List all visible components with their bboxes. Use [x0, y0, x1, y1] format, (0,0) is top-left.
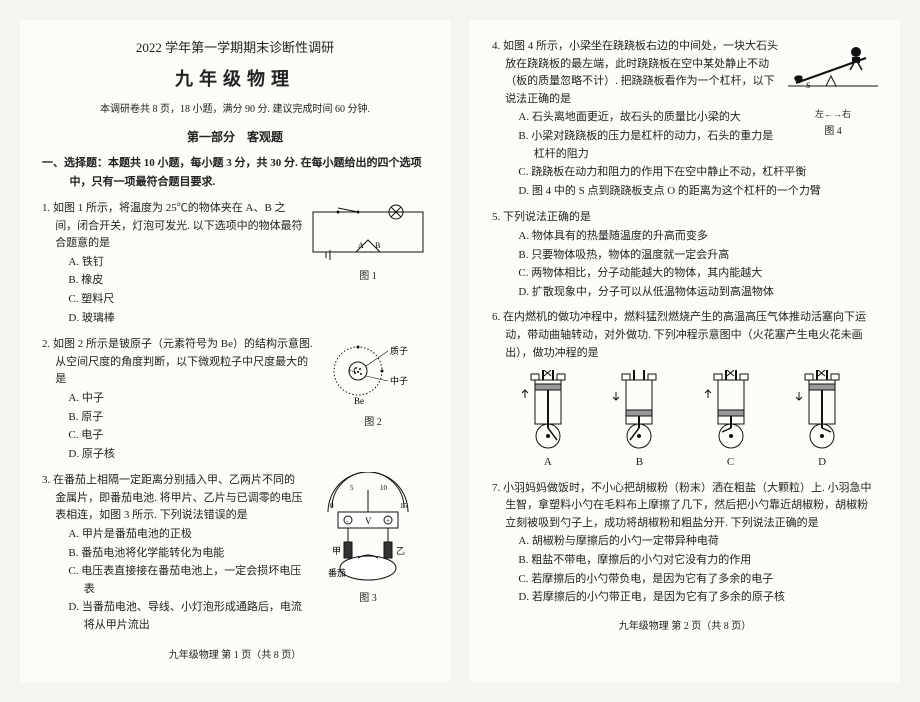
s-label: S — [806, 81, 810, 90]
main-title: 2022 学年第一学期期末诊断性调研 — [42, 38, 428, 59]
cylinder-a-icon — [513, 370, 583, 450]
figure-1-label: 图 1 — [308, 269, 428, 285]
q2-num: 2. — [42, 338, 50, 350]
cyl-label-a: A — [544, 454, 552, 472]
q2-opt-d: D. 原子核 — [68, 446, 428, 464]
yi-label: 乙 — [396, 546, 405, 556]
cyl-label-c: C — [727, 454, 734, 472]
q1-num: 1. — [42, 202, 50, 214]
question-4: S 左←→右 图 4 4. 如图 4 所示，小梁坐在跷跷板右边的中间处，一块大石… — [492, 38, 878, 201]
page-2: S 左←→右 图 4 4. 如图 4 所示，小梁坐在跷跷板右边的中间处，一块大石… — [470, 20, 900, 682]
q4-num: 4. — [492, 40, 500, 52]
cyl-label-d: D — [818, 454, 826, 472]
q4-opt-c: C. 跷跷板在动力和阻力的作用下在空中静止不动，杠杆平衡 — [518, 164, 878, 182]
meter-v: V — [365, 516, 372, 526]
q5-text: 下列说法正确的是 — [503, 211, 591, 223]
cylinder-d-icon — [787, 370, 857, 450]
section-title: 第一部分 客观题 — [42, 128, 428, 147]
figure-1: A B 图 1 — [308, 200, 428, 285]
q7-text: 小羽妈妈做饭时，不小心把胡椒粉（粉末）洒在粗盐（大颗粒）上. 小羽急中生智，拿塑… — [503, 482, 872, 529]
neutron-label: 中子 — [390, 375, 408, 386]
seesaw-icon: S — [788, 38, 878, 103]
q7-num: 7. — [492, 482, 500, 494]
q1-opt-d: D. 玻璃棒 — [68, 310, 428, 328]
figure-3: 0 5 10 15 - V + 甲 乙 番茄 — [308, 472, 428, 607]
meter-15: 15 — [400, 502, 408, 510]
meter-5: 5 — [350, 484, 354, 492]
cylinder-labels: A B C D — [492, 454, 878, 472]
choice-instruction: 一、选择题：本题共 10 小题，每小题 3 分，共 30 分. 在每小题给出的四… — [42, 155, 428, 173]
figure-4: S 左←→右 图 4 — [788, 38, 878, 140]
question-1: A B 图 1 1. 如图 1 所示，将温度为 25℃的物体夹在 A、B 之间，… — [42, 200, 428, 328]
cylinder-row — [492, 370, 878, 450]
q7-opt-a: A. 胡椒粉与摩擦后的小勺一定带异种电荷 — [518, 533, 878, 551]
subject-title: 九年级物理 — [42, 65, 428, 94]
proton-label: 质子 — [390, 345, 408, 356]
q7-stem: 7. 小羽妈妈做饭时，不小心把胡椒粉（粉末）洒在粗盐（大颗粒）上. 小羽急中生智… — [492, 480, 878, 533]
cylinder-c-icon — [696, 370, 766, 450]
figure-2: +4 质子 中子 Be 图 2 — [318, 336, 428, 431]
choice-instruction-sub: 中，只有一项最符合题目要求. — [42, 174, 428, 192]
exam-info: 本调研卷共 8 页，18 小题，满分 90 分. 建议完成时间 60 分钟. — [42, 102, 428, 118]
q6-stem: 6. 在内燃机的做功冲程中，燃料猛烈燃烧产生的高温高压气体推动活塞向下运动，带动… — [492, 309, 878, 362]
page-1: 2022 学年第一学期期末诊断性调研 九年级物理 本调研卷共 8 页，18 小题… — [20, 20, 450, 682]
q5-opt-b: B. 只要物体吸热，物体的温度就一定会升高 — [518, 247, 878, 265]
q1-opt-c: C. 塑料尺 — [68, 291, 428, 309]
q5-opt-a: A. 物体具有的热量随温度的升高而变多 — [518, 228, 878, 246]
question-6: 6. 在内燃机的做功冲程中，燃料猛烈燃烧产生的高温高压气体推动活塞向下运动，带动… — [492, 309, 878, 471]
lr-label: 左←→右 — [788, 107, 878, 121]
q6-text: 在内燃机的做功冲程中，燃料猛烈燃烧产生的高温高压气体推动活塞向下运动，带动曲轴转… — [503, 311, 866, 358]
q7-opt-c: C. 若摩擦后的小勺带负电，是因为它有了多余的电子 — [518, 571, 878, 589]
figure-2-label: 图 2 — [318, 415, 428, 431]
plus4-label: +4 — [348, 367, 356, 375]
question-2: +4 质子 中子 Be 图 2 2. 如图 2 所示是铍原子（元素符号为 Be）… — [42, 336, 428, 464]
jia-label: 甲 — [332, 546, 341, 556]
q2-text: 如图 2 所示是铍原子（元素符号为 Be）的结构示意图. 从空间尺度的角度判断，… — [53, 338, 313, 385]
question-7: 7. 小羽妈妈做饭时，不小心把胡椒粉（粉末）洒在粗盐（大颗粒）上. 小羽急中生智… — [492, 480, 878, 607]
figure-3-label: 图 3 — [308, 591, 428, 607]
voltmeter-tomato-icon: 0 5 10 15 - V + 甲 乙 番茄 — [308, 472, 428, 582]
question-3: 0 5 10 15 - V + 甲 乙 番茄 — [42, 472, 428, 635]
q4-text: 如图 4 所示，小梁坐在跷跷板右边的中间处，一块大石头放在跷跷板的最左端，此时跷… — [503, 40, 778, 105]
cylinder-b-icon — [604, 370, 674, 450]
circuit-icon: A B — [308, 200, 428, 260]
page-1-footer: 九年级物理 第 1 页（共 8 页） — [42, 648, 428, 664]
meter-0: 0 — [330, 502, 334, 510]
q1-text: 如图 1 所示，将温度为 25℃的物体夹在 A、B 之间，闭合开关，灯泡可发光.… — [53, 202, 303, 249]
q6-num: 6. — [492, 311, 500, 323]
figure-4-label: 图 4 — [788, 124, 878, 140]
svg-text:+: + — [386, 517, 390, 525]
be-label: Be — [354, 396, 364, 406]
q3-text: 在番茄上相隔一定距离分别插入甲、乙两片不同的金属片，即番茄电池. 将甲片、乙片与… — [53, 474, 303, 521]
svg-text:B: B — [375, 241, 380, 250]
q5-opt-d: D. 扩散现象中，分子可以从低温物体运动到高温物体 — [518, 284, 878, 302]
cyl-label-b: B — [636, 454, 643, 472]
q7-opt-d: D. 若摩擦后的小勺带正电，是因为它有了多余的原子核 — [518, 589, 878, 607]
svg-text:A: A — [358, 241, 364, 250]
q5-stem: 5. 下列说法正确的是 — [492, 209, 878, 227]
q5-num: 5. — [492, 211, 500, 223]
page-2-footer: 九年级物理 第 2 页（共 8 页） — [492, 619, 878, 635]
q3-num: 3. — [42, 474, 50, 486]
q4-opt-d: D. 图 4 中的 S 点到跷跷板支点 O 的距离为这个杠杆的一个力臂 — [518, 183, 878, 201]
meter-10: 10 — [380, 484, 388, 492]
exam-sheet: 2022 学年第一学期期末诊断性调研 九年级物理 本调研卷共 8 页，18 小题… — [20, 20, 900, 682]
q5-opt-c: C. 两物体相比，分子动能越大的物体，其内能越大 — [518, 265, 878, 283]
atom-icon: +4 质子 中子 Be — [318, 336, 428, 406]
question-5: 5. 下列说法正确的是 A. 物体具有的热量随温度的升高而变多 B. 只要物体吸… — [492, 209, 878, 301]
tomato-label: 番茄 — [328, 567, 346, 578]
q7-opt-b: B. 粗盐不带电，摩擦后的小勺对它没有力的作用 — [518, 552, 878, 570]
